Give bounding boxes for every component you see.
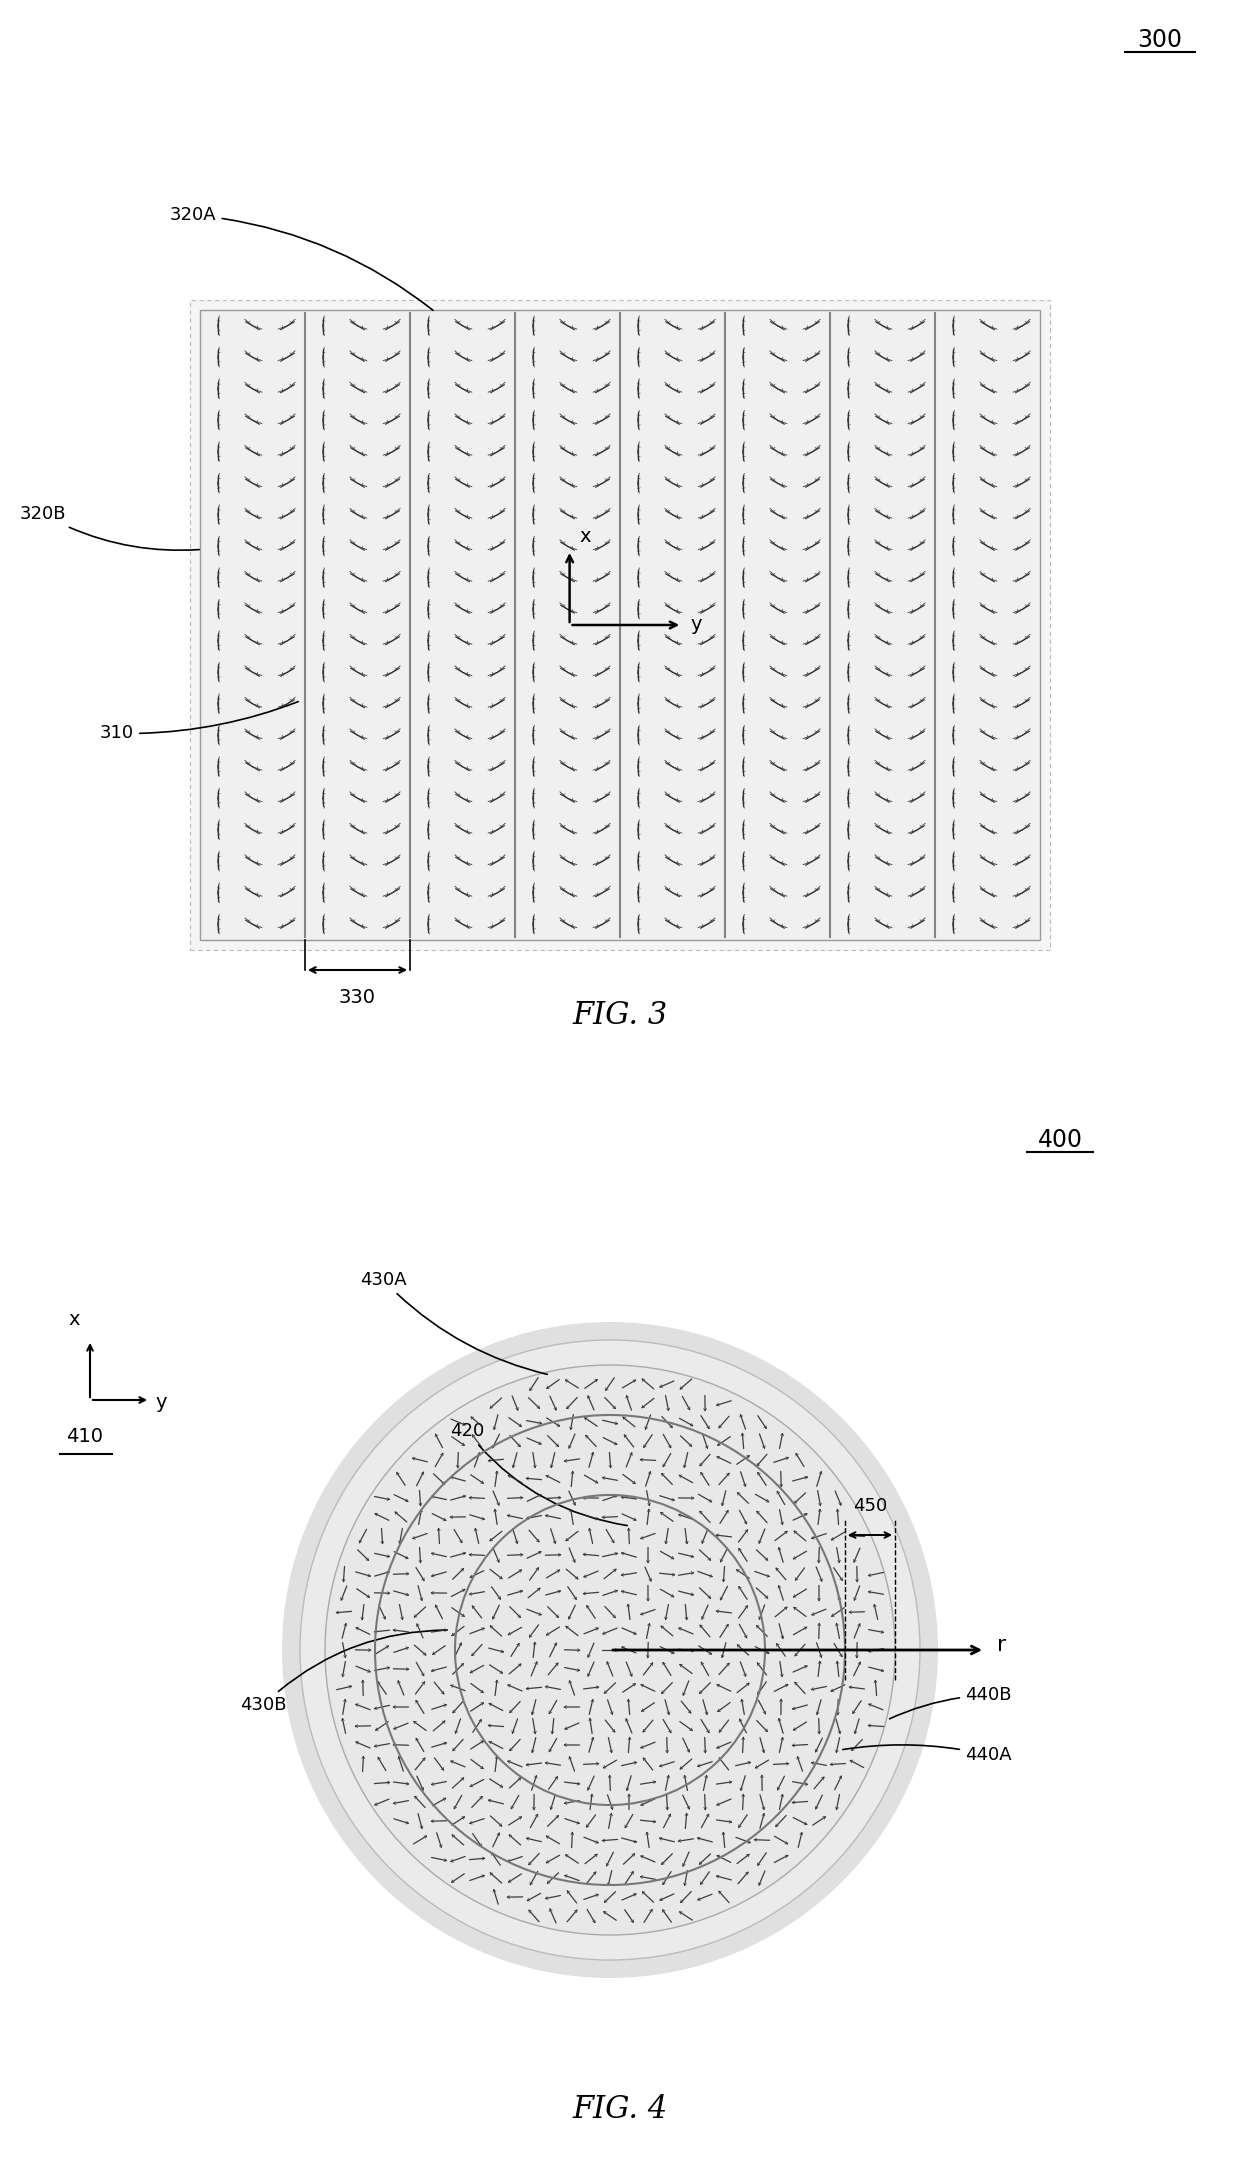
Circle shape: [300, 1339, 920, 1959]
Text: 320A: 320A: [170, 205, 433, 311]
Text: y: y: [691, 616, 702, 635]
Text: 440B: 440B: [889, 1687, 1012, 1719]
Text: 310: 310: [100, 702, 298, 743]
Text: x: x: [579, 527, 591, 546]
Text: 410: 410: [67, 1428, 103, 1445]
Text: r: r: [997, 1635, 1006, 1655]
Text: 400: 400: [1038, 1128, 1083, 1151]
Text: 300: 300: [1137, 28, 1183, 52]
Text: y: y: [155, 1393, 166, 1413]
Circle shape: [325, 1365, 895, 1935]
Text: 420: 420: [450, 1421, 627, 1525]
Bar: [190, 300, 1050, 950]
Text: x: x: [68, 1309, 79, 1328]
Text: 450: 450: [853, 1497, 887, 1514]
Circle shape: [281, 1322, 937, 1979]
Text: FIG. 3: FIG. 3: [573, 1000, 667, 1030]
Text: 330: 330: [339, 987, 376, 1007]
Bar: [200, 311, 1040, 940]
Text: 430B: 430B: [241, 1631, 448, 1715]
Text: 320B: 320B: [20, 505, 200, 551]
Text: 440A: 440A: [843, 1745, 1012, 1765]
Text: FIG. 4: FIG. 4: [573, 2095, 667, 2125]
Text: 430A: 430A: [360, 1270, 547, 1374]
